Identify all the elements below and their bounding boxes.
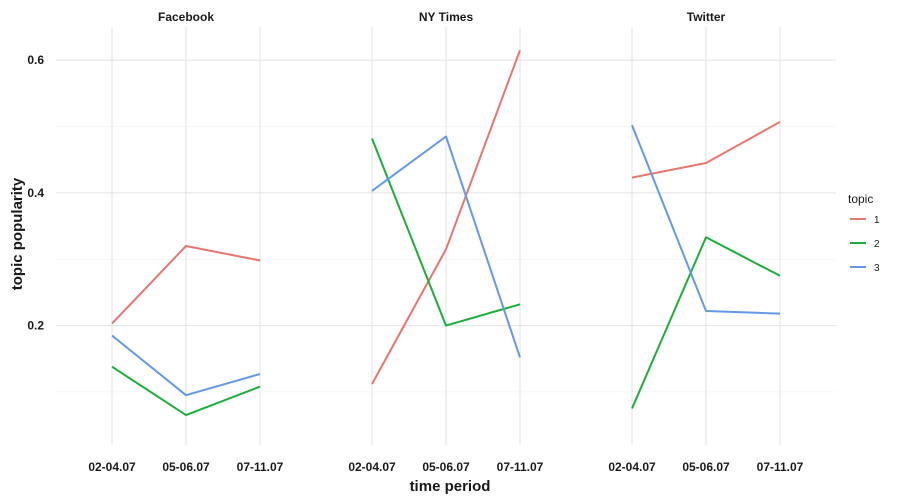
x-tick-label: 02-04.07	[88, 460, 136, 474]
x-tick-label: 07-11.07	[497, 460, 544, 474]
legend-item-topic-2: 2	[850, 239, 880, 250]
panel-twitter: Twitter	[576, 10, 836, 445]
x-tick-label: 05-06.07	[682, 460, 730, 474]
panels-layer: Facebook NY Times Twitter	[56, 10, 836, 445]
x-axis: 02-04.07 05-06.07 07-11.07 02-04.07 05-06.07…	[88, 460, 803, 474]
y-tick-label: 0.2	[27, 319, 44, 333]
x-tick-label: 05-06.07	[422, 460, 470, 474]
panel-ny-times: NY Times	[316, 10, 576, 445]
series-line-topic-1	[111, 245, 261, 325]
legend-label: 3	[874, 263, 880, 274]
series-line-topic-2	[371, 138, 521, 327]
x-tick-label: 02-04.07	[348, 460, 396, 474]
x-tick-label: 05-06.07	[162, 460, 210, 474]
series-line-topic-3	[111, 334, 261, 397]
series-line-topic-2	[111, 365, 261, 417]
legend-item-topic-3: 3	[850, 263, 880, 274]
legend-title: topic	[848, 192, 873, 206]
series-line-topic-3	[631, 124, 781, 315]
legend-item-topic-1: 1	[850, 215, 880, 226]
panel-title: Facebook	[158, 10, 214, 24]
y-tick-label: 0.4	[27, 186, 44, 200]
y-tick-label: 0.6	[27, 53, 44, 67]
panel-facebook: Facebook	[56, 10, 316, 445]
panel-title: NY Times	[419, 10, 474, 24]
legend-label: 1	[874, 215, 880, 226]
x-axis-title: time period	[410, 478, 491, 495]
panel-title: Twitter	[687, 10, 726, 24]
y-axis-title: topic popularity	[9, 177, 26, 290]
x-tick-label: 02-04.07	[608, 460, 656, 474]
y-axis: 0.2 0.4 0.6	[27, 53, 44, 332]
series-line-topic-1	[371, 49, 521, 385]
x-tick-label: 07-11.07	[757, 460, 804, 474]
series-line-topic-3	[371, 135, 521, 358]
legend: topic 1 2 3	[848, 192, 880, 274]
x-tick-label: 07-11.07	[237, 460, 284, 474]
legend-label: 2	[874, 239, 880, 250]
series-line-topic-2	[631, 236, 781, 409]
series-line-topic-1	[631, 121, 781, 179]
